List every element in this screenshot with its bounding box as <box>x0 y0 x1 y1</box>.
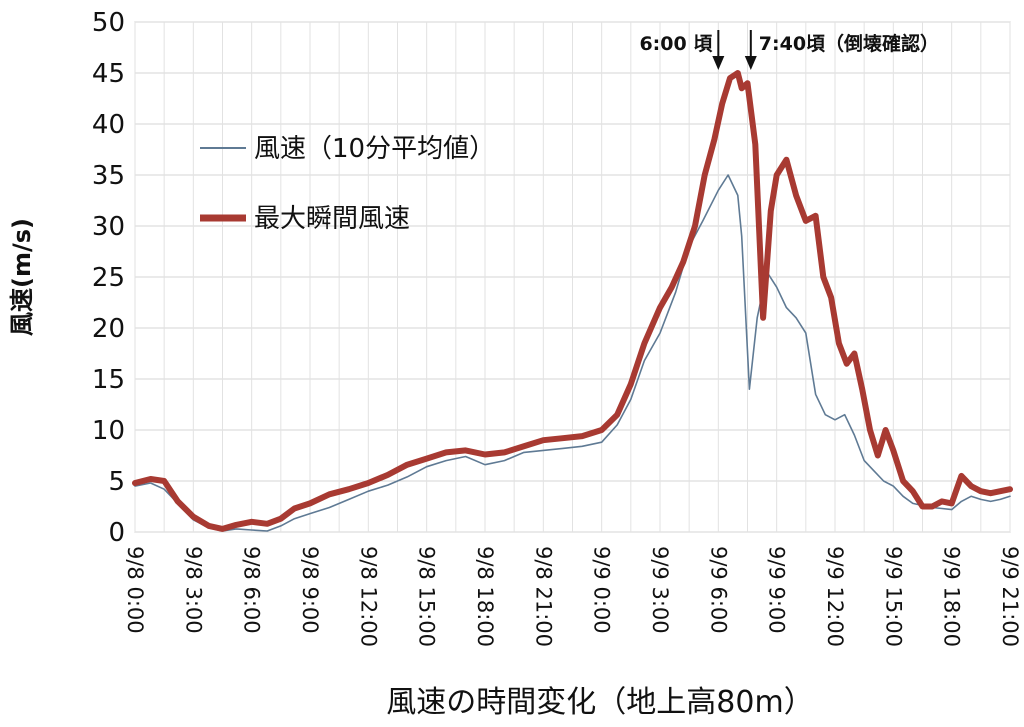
grid-lines <box>134 21 1011 533</box>
annotations: 6:00 頃 7:40頃（倒壊確認） <box>639 30 939 70</box>
y-axis-label: 風速(m/s) <box>8 218 36 336</box>
annotation-arrow-head-1 <box>744 56 757 70</box>
y-tick-label-7: 35 <box>92 161 125 191</box>
y-axis-ticks: 0 5 10 15 20 25 30 35 40 45 50 <box>92 8 125 548</box>
x-tick-label-13: 9/9 15:00 <box>881 546 905 647</box>
x-tick-label-9: 9/9 3:00 <box>648 546 672 634</box>
x-tick-label-11: 9/9 9:00 <box>765 546 789 634</box>
x-tick-label-5: 9/8 15:00 <box>415 546 439 647</box>
y-tick-label-6: 30 <box>92 212 125 242</box>
x-tick-label-3: 9/8 9:00 <box>298 546 322 634</box>
x-tick-label-4: 9/8 12:00 <box>356 546 380 647</box>
x-tick-label-15: 9/9 21:00 <box>998 546 1022 647</box>
series-group <box>132 70 1013 532</box>
y-tick-label-0: 0 <box>108 518 125 548</box>
y-tick-label-1: 5 <box>108 467 125 497</box>
y-tick-label-5: 25 <box>92 263 125 293</box>
series-line-max-gust <box>132 70 1013 532</box>
x-tick-label-12: 9/9 12:00 <box>823 546 847 647</box>
annotation-label-0: 6:00 頃 <box>639 33 713 55</box>
legend: 風速（10分平均値） 最大瞬間風速 <box>200 134 495 234</box>
x-axis-label: 風速の時間変化（地上高80m） <box>386 685 813 720</box>
x-axis-ticks: 9/8 0:00 9/8 3:00 9/8 6:00 9/8 9:00 9/8 12:0… <box>123 546 1022 647</box>
annotation-label-1: 7:40頃（倒壊確認） <box>759 32 939 55</box>
y-tick-label-8: 40 <box>92 110 125 140</box>
legend-label-10min-average: 風速（10分平均値） <box>254 134 495 164</box>
y-tick-label-9: 45 <box>92 59 125 89</box>
y-tick-label-3: 15 <box>92 365 125 395</box>
x-tick-label-2: 9/8 6:00 <box>240 546 264 634</box>
x-tick-label-10: 9/9 6:00 <box>706 546 730 634</box>
y-tick-label-2: 10 <box>92 416 125 446</box>
x-tick-label-8: 9/9 0:00 <box>590 546 614 634</box>
x-tick-label-1: 9/8 3:00 <box>181 546 205 634</box>
annotation-arrow-head-0 <box>712 56 725 70</box>
x-tick-label-14: 9/9 18:00 <box>940 546 964 647</box>
x-tick-label-6: 9/8 18:00 <box>473 546 497 647</box>
x-tick-label-0: 9/8 0:00 <box>123 546 147 634</box>
x-tick-label-7: 9/8 21:00 <box>531 546 555 647</box>
y-tick-label-10: 50 <box>92 8 125 38</box>
y-tick-label-4: 20 <box>92 314 125 344</box>
legend-label-max-gust: 最大瞬間風速 <box>254 204 410 234</box>
